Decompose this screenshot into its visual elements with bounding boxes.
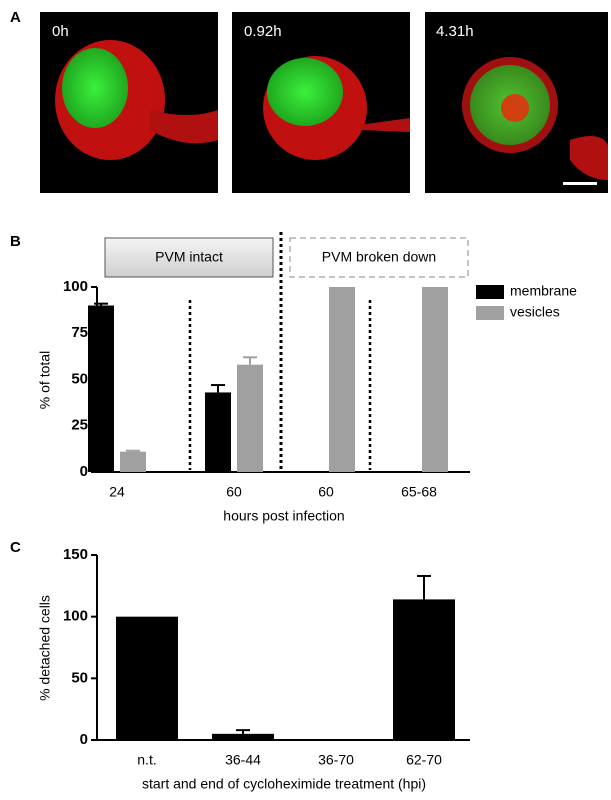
x-axis-label: hours post infection — [223, 508, 344, 524]
error-bar — [94, 302, 108, 306]
y-tick-label: 100 — [63, 278, 88, 295]
y-tick-label: 75 — [71, 324, 88, 341]
y-tick-label: 100 — [63, 608, 88, 625]
bar — [422, 287, 448, 472]
micrograph: 0.92h — [232, 12, 410, 193]
panel-label: B — [10, 233, 21, 250]
y-tick-label: 50 — [71, 370, 88, 387]
annotation-box — [289, 237, 469, 278]
y-tick-label: 0 — [80, 463, 88, 480]
legend-label: vesicles — [510, 304, 560, 320]
bar — [120, 451, 146, 472]
bar — [205, 392, 231, 472]
y-tick-label: 25 — [71, 417, 88, 434]
bar — [393, 599, 455, 740]
error-bar — [211, 384, 225, 393]
image-label: 0h — [52, 23, 69, 40]
image-label: 4.31h — [436, 23, 474, 40]
legend-swatch — [476, 306, 504, 320]
y-tick-label: 150 — [63, 546, 88, 563]
legend-label: membrane — [510, 283, 577, 299]
error-bar — [236, 729, 250, 734]
annotation: PVM broken down — [322, 249, 436, 265]
x-axis-label: start and end of cycloheximide treatment… — [142, 776, 426, 792]
bar — [88, 305, 114, 472]
x-tick-label: 65-68 — [401, 484, 437, 500]
y-tick-label: 0 — [80, 731, 88, 748]
panel-label: C — [10, 539, 21, 556]
panel-label: A — [10, 9, 21, 26]
micrograph: 0h — [40, 12, 218, 193]
x-tick-label: 60 — [226, 484, 242, 500]
bar — [237, 364, 263, 472]
x-tick-label: 60 — [318, 484, 334, 500]
legend-swatch — [476, 285, 504, 299]
x-tick-label: 24 — [109, 484, 125, 500]
error-bar — [243, 356, 257, 365]
image-label: 0.92h — [244, 23, 282, 40]
y-axis-label: % of total — [37, 351, 53, 409]
x-tick-label: n.t. — [137, 752, 156, 768]
annotation: PVM intact — [155, 249, 223, 265]
x-tick-label: 36-44 — [225, 752, 261, 768]
x-tick-label: 62-70 — [406, 752, 442, 768]
bar — [116, 616, 178, 740]
bar — [212, 733, 274, 740]
error-bar — [417, 574, 431, 600]
annotation-box — [104, 237, 274, 278]
micrograph: 4.31h — [425, 12, 608, 193]
y-tick-label: 50 — [71, 669, 88, 686]
y-axis-label: % detached cells — [37, 595, 53, 701]
bar — [329, 287, 355, 472]
x-tick-label: 36-70 — [318, 752, 354, 768]
error-bar — [126, 449, 140, 452]
